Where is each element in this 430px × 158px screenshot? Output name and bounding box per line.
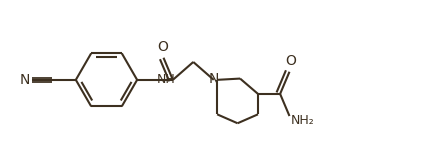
Text: N: N xyxy=(20,73,30,87)
Text: NH: NH xyxy=(157,73,175,86)
Text: O: O xyxy=(285,54,296,68)
Text: N: N xyxy=(209,72,219,86)
Text: O: O xyxy=(157,40,168,54)
Text: NH₂: NH₂ xyxy=(291,114,315,127)
